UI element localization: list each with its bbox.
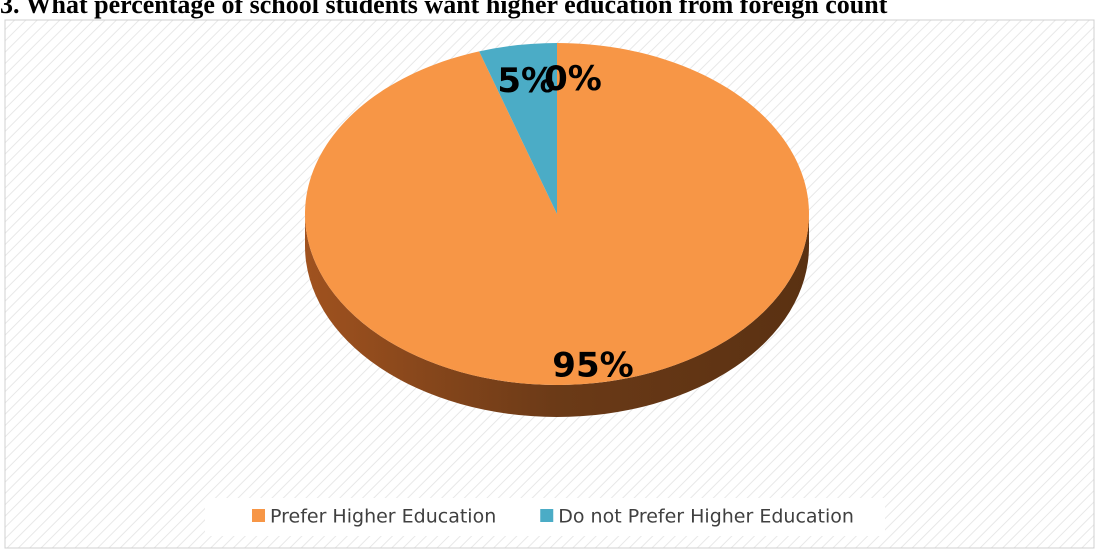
pie-slice [479, 43, 557, 214]
pie-side [305, 214, 809, 417]
legend-swatch [540, 509, 554, 522]
chart-title: 3. What percentage of school students wa… [0, 0, 888, 19]
data-label: 5% [497, 61, 555, 101]
legend-swatch [252, 509, 265, 522]
data-label: 0% [544, 59, 602, 99]
legend-label: Do not Prefer Higher Education [558, 506, 854, 528]
data-label: 95% [552, 346, 633, 386]
legend-label: Prefer Higher Education [270, 506, 496, 528]
